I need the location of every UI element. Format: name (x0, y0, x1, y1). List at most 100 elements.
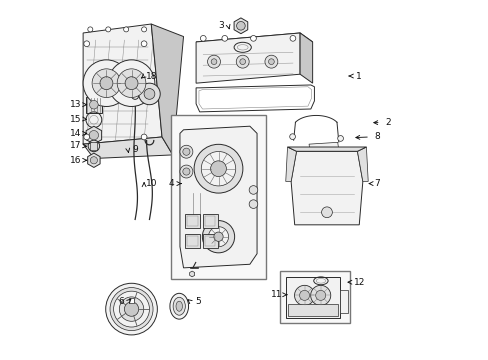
Circle shape (208, 227, 228, 247)
Circle shape (264, 55, 277, 68)
Text: 4: 4 (168, 179, 173, 188)
Circle shape (142, 27, 146, 32)
Bar (203, 214, 217, 228)
Circle shape (239, 59, 245, 64)
Text: 12: 12 (353, 278, 364, 287)
Circle shape (202, 221, 234, 253)
Circle shape (124, 302, 139, 316)
Circle shape (83, 134, 89, 140)
Circle shape (90, 157, 97, 164)
Circle shape (315, 291, 325, 300)
Circle shape (289, 134, 295, 140)
Circle shape (83, 60, 129, 107)
Circle shape (299, 291, 309, 300)
Bar (171, 116, 265, 279)
Bar (129, 298, 133, 303)
Circle shape (222, 36, 227, 41)
Circle shape (119, 297, 143, 321)
Circle shape (100, 77, 113, 90)
Circle shape (250, 36, 256, 41)
Circle shape (249, 200, 257, 208)
Circle shape (183, 148, 190, 155)
Circle shape (211, 59, 217, 64)
Circle shape (200, 36, 206, 41)
Polygon shape (180, 126, 257, 268)
Circle shape (110, 288, 153, 330)
Polygon shape (196, 33, 300, 83)
Circle shape (337, 136, 343, 141)
Circle shape (89, 131, 99, 140)
Text: 14: 14 (70, 129, 81, 138)
Circle shape (144, 89, 155, 99)
Bar (205, 236, 215, 246)
Text: 10: 10 (145, 179, 157, 188)
Text: 7: 7 (373, 179, 379, 188)
Text: 15: 15 (70, 114, 81, 123)
Polygon shape (300, 33, 312, 83)
Circle shape (268, 59, 274, 64)
Text: 2: 2 (385, 118, 390, 127)
Bar (339, 290, 348, 313)
Circle shape (83, 41, 89, 46)
Text: 11: 11 (270, 290, 282, 299)
Polygon shape (290, 151, 362, 225)
Circle shape (210, 161, 226, 177)
Bar (90, 142, 97, 150)
Polygon shape (308, 142, 338, 149)
Polygon shape (285, 147, 296, 181)
Circle shape (310, 285, 330, 305)
Bar (280, 271, 349, 323)
Circle shape (139, 83, 160, 105)
Text: 17: 17 (70, 141, 81, 150)
Polygon shape (287, 147, 366, 151)
Circle shape (180, 165, 192, 178)
Text: 9: 9 (132, 145, 138, 154)
Ellipse shape (173, 297, 185, 315)
Text: 18: 18 (145, 72, 157, 81)
Bar (203, 234, 217, 248)
Circle shape (201, 152, 235, 186)
Polygon shape (151, 24, 183, 155)
Text: 13: 13 (70, 100, 81, 109)
Circle shape (180, 145, 192, 158)
Ellipse shape (169, 293, 188, 319)
Bar (205, 216, 215, 226)
Circle shape (141, 41, 147, 46)
Polygon shape (87, 153, 100, 167)
Bar (187, 236, 197, 246)
Circle shape (113, 291, 149, 327)
Polygon shape (83, 137, 172, 158)
Bar (185, 234, 199, 248)
Circle shape (105, 283, 157, 335)
Bar (187, 216, 197, 226)
Ellipse shape (176, 301, 182, 311)
Circle shape (183, 168, 190, 175)
Circle shape (108, 60, 155, 107)
Circle shape (321, 207, 332, 218)
Circle shape (89, 100, 98, 109)
Circle shape (236, 55, 249, 68)
Circle shape (117, 69, 145, 98)
Circle shape (236, 22, 244, 30)
Bar (285, 277, 339, 318)
Polygon shape (196, 33, 312, 44)
Bar (86, 97, 102, 113)
Polygon shape (189, 271, 194, 277)
Polygon shape (234, 18, 247, 34)
Text: 6: 6 (118, 297, 123, 306)
Circle shape (123, 27, 128, 32)
Circle shape (88, 27, 93, 32)
Circle shape (207, 55, 220, 68)
Circle shape (213, 232, 223, 241)
Text: 5: 5 (195, 297, 201, 306)
Polygon shape (86, 126, 102, 144)
Circle shape (105, 27, 110, 32)
Circle shape (249, 186, 257, 194)
Circle shape (289, 36, 295, 41)
Text: 8: 8 (373, 132, 379, 141)
Text: 16: 16 (70, 156, 81, 165)
Circle shape (125, 77, 138, 90)
Polygon shape (83, 24, 162, 144)
Circle shape (294, 285, 314, 305)
Polygon shape (357, 147, 367, 181)
